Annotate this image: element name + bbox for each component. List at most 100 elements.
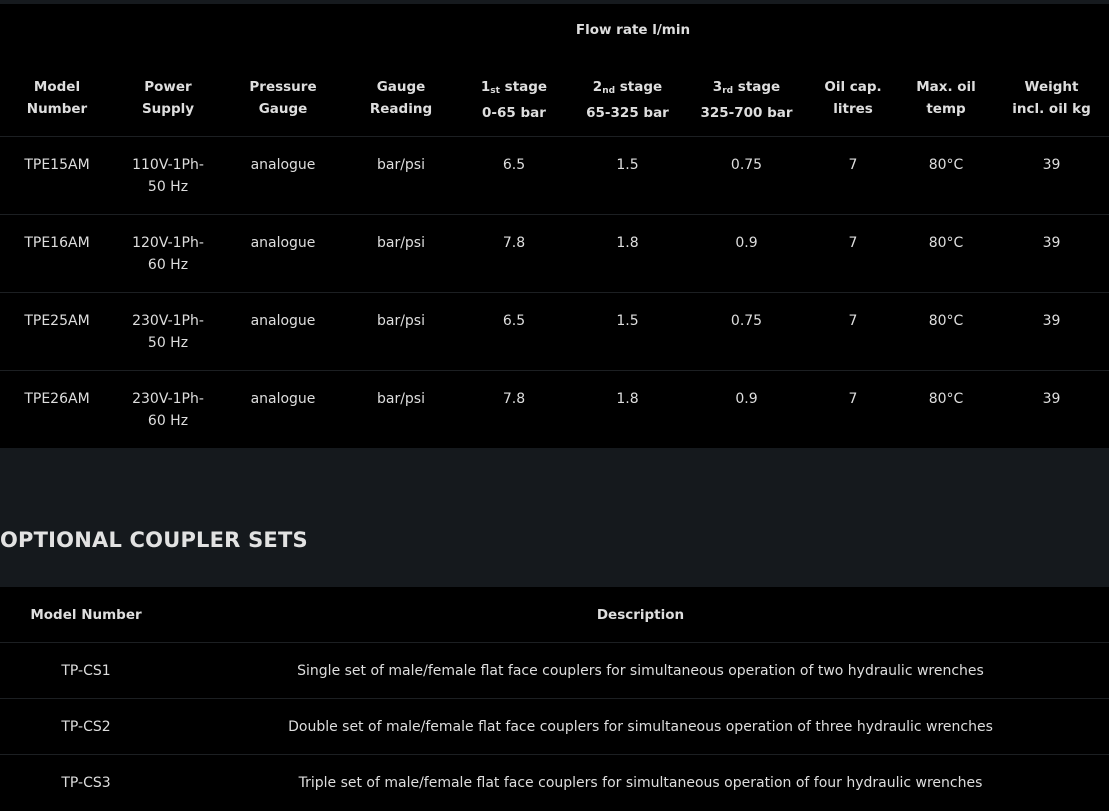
cell-description: Triple set of male/female flat face coup… (172, 754, 1109, 810)
cell-gauge: analogue (222, 213, 344, 292)
cell-model: TPE16AM (0, 213, 114, 292)
cell-s1: 7.8 (458, 369, 570, 448)
stage-suffix: rd (722, 86, 734, 96)
cell-oil: 7 (808, 369, 899, 448)
cell-s2: 1.8 (570, 213, 685, 292)
stage-number: 2 (592, 79, 603, 95)
cell-weight: 39 (994, 291, 1109, 370)
header-line1: Oil cap. (824, 79, 882, 95)
cell-weight: 39 (994, 369, 1109, 448)
cell-model: TPE25AM (0, 291, 114, 370)
table-row: TPE26AM 230V-1Ph- 60 Hz analogue bar/psi 7.8 1… (0, 369, 1109, 448)
cell-s1: 6.5 (458, 291, 570, 370)
cell-gauge: analogue (222, 135, 344, 214)
cell-s2: 1.5 (570, 135, 685, 214)
column-header: Max. oil temp (898, 56, 994, 136)
cell-s1: 6.5 (458, 135, 570, 214)
cell-reading: bar/psi (344, 369, 458, 448)
power-line1: 230V-1Ph- (132, 390, 204, 407)
column-header: Power Supply (114, 56, 222, 136)
column-header: Pressure Gauge (222, 56, 344, 136)
header-line2: Supply (141, 101, 195, 117)
cell-temp: 80°C (898, 213, 995, 292)
table-row: TP-CS3 Triple set of male/female flat fac… (0, 754, 1109, 810)
cell-model: TP-CS3 (0, 754, 172, 810)
cell-model: TP-CS2 (0, 698, 172, 755)
cell-s3: 0.75 (685, 135, 809, 214)
column-header: Gauge Reading (344, 56, 458, 136)
table-row: TPE16AM 120V-1Ph- 60 Hz analogue bar/psi 7.8 1… (0, 213, 1109, 292)
header-line1: Pressure (249, 79, 317, 95)
header-line2: 0-65 bar (482, 105, 546, 121)
cell-model: TP-CS1 (0, 642, 172, 699)
cell-description: Single set of male/female flat face coup… (172, 642, 1109, 699)
cell-power: 230V-1Ph- 60 Hz (114, 369, 222, 448)
cell-model: TPE15AM (0, 135, 114, 214)
power-line1: 110V-1Ph- (132, 156, 204, 173)
column-header-description: Description (596, 606, 685, 623)
flow-rate-header: Flow rate l/min (575, 22, 691, 38)
cell-power: 230V-1Ph- 50 Hz (114, 291, 222, 370)
header-line2: litres (833, 101, 873, 117)
cell-reading: bar/psi (344, 135, 458, 214)
power-line2: 60 Hz (147, 412, 189, 429)
cell-s1: 7.8 (458, 213, 570, 292)
cell-power: 120V-1Ph- 60 Hz (114, 213, 222, 292)
header-line1: stage (619, 79, 663, 95)
header-line1: Model (33, 79, 81, 95)
header-line2: 325-700 bar (700, 105, 793, 121)
cell-model: TPE26AM (0, 369, 114, 448)
cell-description: Double set of male/female flat face coup… (172, 698, 1109, 755)
header-line1: Gauge (376, 79, 426, 95)
coupler-section-header: OPTIONAL COUPLER SETS (0, 448, 1109, 587)
power-line2: 50 Hz (147, 178, 189, 195)
power-line2: 60 Hz (147, 256, 189, 273)
header-line2: Reading (369, 101, 433, 117)
section-title: OPTIONAL COUPLER SETS (0, 528, 308, 552)
cell-weight: 39 (994, 213, 1109, 292)
cell-s3: 0.75 (685, 291, 809, 370)
cell-s2: 1.8 (570, 369, 685, 448)
column-header: Model Number (0, 56, 114, 136)
column-header: 2nd stage 65-325 bar (570, 56, 685, 136)
power-line2: 50 Hz (147, 334, 189, 351)
column-header: Oil cap. litres (808, 56, 898, 136)
cell-s3: 0.9 (685, 213, 809, 292)
cell-oil: 7 (808, 135, 899, 214)
stage-number: 3 (712, 79, 723, 95)
power-line1: 120V-1Ph- (132, 234, 204, 251)
cell-s3: 0.9 (685, 369, 809, 448)
header-line1: stage (737, 79, 781, 95)
cell-oil: 7 (808, 213, 899, 292)
table-row: TP-CS2 Double set of male/female flat fac… (0, 698, 1109, 755)
header-line1: Power (144, 79, 192, 95)
cell-temp: 80°C (898, 369, 995, 448)
cell-power: 110V-1Ph- 50 Hz (114, 135, 222, 214)
stage-suffix: st (490, 86, 500, 96)
top-bar (0, 0, 1109, 4)
column-header: 3rd stage 325-700 bar (685, 56, 808, 136)
cell-reading: bar/psi (344, 291, 458, 370)
cell-temp: 80°C (898, 135, 995, 214)
header-line2: Number (26, 101, 88, 117)
cell-oil: 7 (808, 291, 899, 370)
table-row: TPE15AM 110V-1Ph- 50 Hz analogue bar/psi 6.5 1… (0, 135, 1109, 214)
header-line2: 65-325 bar (586, 105, 669, 121)
table-row: TP-CS1 Single set of male/female flat fac… (0, 642, 1109, 699)
cell-gauge: analogue (222, 291, 344, 370)
stage-suffix: nd (602, 86, 616, 96)
header-line1: Max. oil (916, 79, 976, 95)
header-line1: stage (504, 79, 548, 95)
column-header: Weight incl. oil kg (994, 56, 1109, 136)
header-line2: Gauge (258, 101, 308, 117)
header-line2: incl. oil kg (1012, 101, 1091, 117)
cell-weight: 39 (994, 135, 1109, 214)
cell-reading: bar/psi (344, 213, 458, 292)
column-header-model: Model Number (30, 606, 142, 623)
power-line1: 230V-1Ph- (132, 312, 204, 329)
table-row: TPE25AM 230V-1Ph- 50 Hz analogue bar/psi 6.5 1… (0, 291, 1109, 370)
header-line1: Weight (1024, 79, 1079, 95)
specs-table: Flow rate l/min Model Number Power Supply Pr… (0, 4, 1109, 448)
cell-temp: 80°C (898, 291, 995, 370)
cell-gauge: analogue (222, 369, 344, 448)
